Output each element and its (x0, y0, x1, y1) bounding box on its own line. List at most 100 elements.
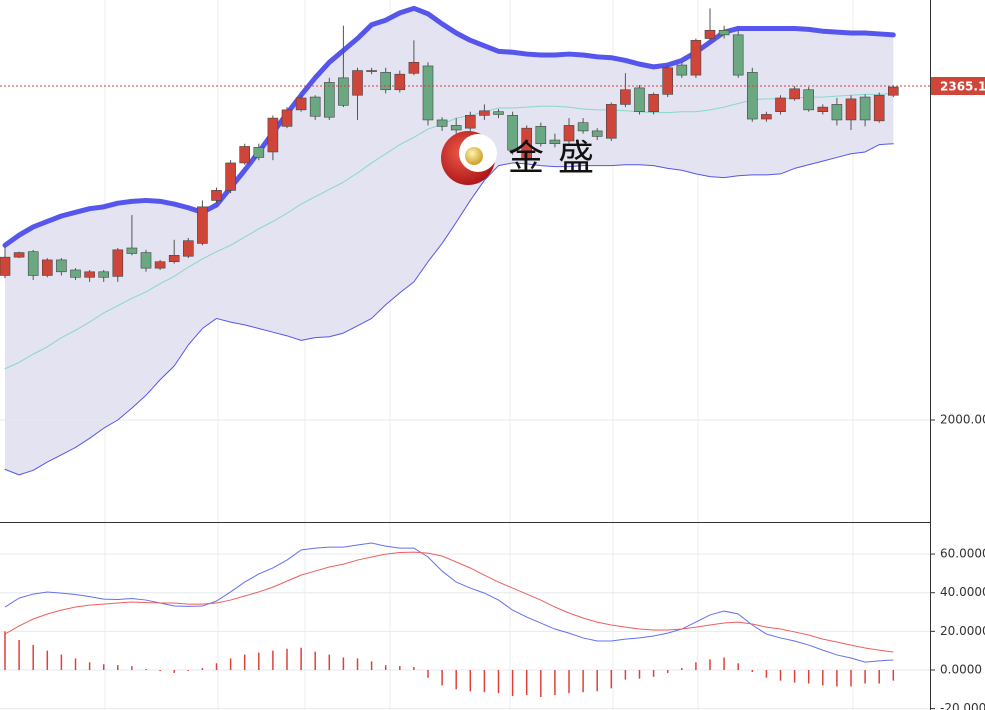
candle-body (323, 82, 335, 118)
candle-body (27, 251, 39, 276)
histogram-bar (864, 670, 866, 684)
candle-body (394, 73, 406, 91)
last-price-box (931, 76, 985, 95)
histogram-bar (582, 670, 584, 693)
candle-body (13, 252, 25, 258)
histogram-bar (723, 657, 725, 671)
histogram-bar (342, 657, 345, 671)
candle-body (746, 72, 758, 120)
histogram-bar (145, 669, 147, 671)
histogram-bar (243, 654, 246, 671)
candle-body (366, 70, 377, 72)
candle-body (817, 106, 829, 113)
candle-body (591, 130, 603, 137)
candle-body (352, 70, 363, 96)
candle-body (112, 249, 124, 277)
macd-line (4, 551, 894, 653)
candle-body (41, 259, 53, 276)
candle-body (309, 96, 321, 117)
histogram-bar (441, 670, 443, 686)
candle-body (281, 109, 293, 127)
logo-dot (465, 147, 483, 165)
macd-panel: 60.0000 40.0000 20.0000 0.0000 -20.0000 (0, 542, 985, 710)
candle-body (648, 94, 659, 113)
histogram-bar (540, 670, 542, 698)
candle-body (450, 125, 462, 131)
histogram-bar (356, 658, 359, 671)
band-fill (5, 8, 894, 475)
candle-body (126, 247, 138, 254)
histogram-bar (46, 650, 49, 671)
candle-body (605, 104, 617, 139)
histogram-bar (117, 665, 119, 671)
y-tick-label: 0.0000 (940, 663, 982, 677)
watermark-text: 金盛 (508, 138, 608, 179)
candle-body (183, 240, 194, 257)
histogram-bar (850, 670, 852, 687)
histogram-bar (384, 665, 387, 671)
candle-body (704, 29, 716, 39)
candle-body (239, 146, 250, 164)
candle-body (634, 87, 645, 113)
histogram-bar (300, 647, 302, 671)
histogram-bar (258, 652, 260, 671)
histogram-bar (878, 670, 880, 684)
histogram-bar (173, 670, 175, 673)
histogram-bar (413, 667, 415, 671)
histogram-bar (272, 650, 274, 671)
candle-body (408, 61, 420, 74)
candle-body (225, 162, 236, 191)
candle-body (761, 114, 772, 120)
histogram-bar (624, 670, 627, 680)
band-line (4, 143, 894, 476)
candle-body (295, 97, 307, 111)
candle-body (0, 256, 11, 276)
histogram-bar (751, 670, 754, 672)
candle-body (211, 190, 222, 201)
histogram-bar (88, 662, 91, 671)
y-tick-label: 40.0000 (940, 585, 985, 599)
histogram-bar (286, 648, 288, 671)
histogram-bar (314, 651, 316, 671)
histogram-bar (638, 670, 641, 679)
histogram-bar (60, 654, 63, 671)
candle-body (789, 88, 800, 100)
histogram-bar (525, 670, 528, 696)
candle-body (620, 89, 631, 105)
candle-body (493, 111, 504, 115)
candle-body (521, 127, 533, 161)
candle-body (887, 86, 899, 96)
histogram-bar (328, 654, 331, 671)
candle-body (831, 104, 843, 121)
candle-body (436, 119, 448, 127)
y-tick-label: 20.0000 (940, 624, 985, 638)
candle-body (338, 77, 349, 106)
candle-body (676, 64, 688, 76)
candle-body (140, 252, 152, 269)
candle-body (464, 115, 476, 129)
candle-body (479, 110, 490, 116)
histogram-bar (610, 670, 613, 689)
candle-body (577, 122, 589, 132)
histogram-bar (201, 668, 204, 671)
histogram-bar (511, 670, 514, 697)
histogram-bar (4, 631, 6, 671)
band-line (2, 5, 896, 248)
histogram-bar (709, 659, 711, 671)
candle-body (732, 34, 744, 76)
histogram-bar (568, 670, 570, 694)
histogram-bar (187, 670, 190, 671)
histogram-bar (652, 670, 655, 677)
histogram-bar (666, 670, 669, 673)
histogram-bar (469, 670, 472, 692)
histogram-bar (554, 670, 556, 696)
candle-body (845, 98, 857, 121)
macd-line (4, 542, 894, 663)
y-tick-label: 2000.00 (940, 412, 985, 426)
histogram-bar (822, 670, 824, 686)
candle-body (535, 126, 547, 145)
candle-body (690, 40, 702, 76)
histogram-bar (483, 670, 486, 693)
candle-body (56, 259, 67, 273)
